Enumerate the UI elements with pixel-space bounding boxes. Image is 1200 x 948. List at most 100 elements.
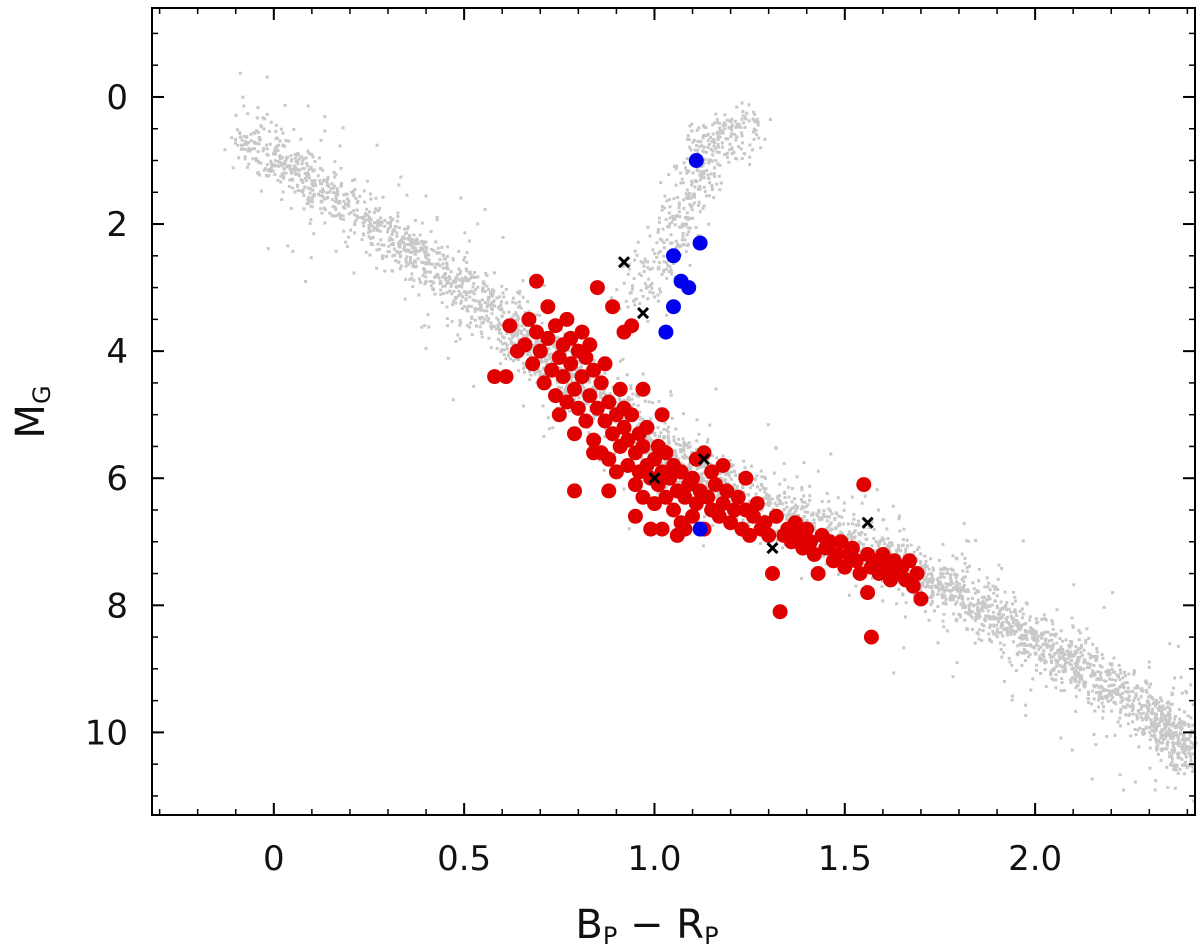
background-star	[352, 192, 356, 196]
background-star	[674, 245, 678, 249]
background-star	[961, 606, 965, 610]
background-star	[501, 342, 505, 346]
background-star	[1182, 735, 1186, 739]
background-star	[487, 288, 490, 291]
y-axis-label: MG	[8, 385, 56, 438]
background-star	[680, 461, 683, 465]
background-star	[635, 253, 639, 257]
background-star	[1166, 733, 1170, 737]
background-star	[962, 583, 966, 587]
background-star	[269, 159, 273, 163]
background-star	[500, 315, 504, 318]
background-star	[304, 176, 307, 180]
background-star	[265, 174, 269, 178]
background-star	[990, 603, 994, 607]
background-star	[411, 241, 415, 245]
background-star	[624, 299, 628, 303]
background-star	[1097, 705, 1101, 709]
background-star	[1036, 644, 1040, 648]
background-star	[1166, 718, 1170, 722]
background-star	[459, 292, 463, 296]
background-star	[423, 324, 427, 328]
background-star	[468, 295, 472, 299]
background-star	[1110, 667, 1114, 671]
red-star-point	[909, 566, 925, 581]
background-star	[1029, 626, 1033, 630]
background-star	[951, 598, 955, 602]
background-star	[518, 304, 522, 308]
background-star	[249, 132, 253, 136]
background-star	[379, 238, 383, 242]
background-star	[460, 299, 464, 303]
background-star	[701, 172, 705, 176]
background-star	[465, 260, 469, 264]
background-star	[1058, 663, 1062, 667]
background-star	[693, 195, 697, 199]
red-star-point	[787, 515, 803, 531]
background-star	[1124, 706, 1128, 709]
background-star	[1072, 670, 1076, 674]
background-star	[1059, 649, 1063, 652]
background-star	[1135, 713, 1139, 717]
background-star	[673, 449, 677, 453]
background-star	[1131, 712, 1135, 716]
background-star	[850, 535, 854, 539]
red-star-point	[765, 566, 780, 581]
background-star	[1051, 622, 1055, 626]
background-star	[465, 306, 469, 310]
background-star	[1102, 689, 1105, 693]
background-star	[1162, 747, 1166, 751]
background-star	[1168, 642, 1172, 646]
background-star	[806, 510, 810, 514]
background-star	[424, 256, 428, 260]
background-star	[545, 362, 549, 365]
background-star	[830, 527, 834, 531]
background-star	[1126, 722, 1130, 726]
background-star	[533, 372, 537, 376]
background-star	[1010, 617, 1014, 621]
background-star	[1094, 743, 1098, 747]
background-star	[256, 172, 260, 175]
background-star	[825, 515, 829, 518]
background-star	[1173, 676, 1177, 680]
background-star	[1089, 662, 1093, 666]
background-star	[995, 630, 999, 634]
background-star	[501, 291, 505, 295]
background-star	[377, 209, 380, 212]
background-star	[1082, 667, 1086, 671]
background-star	[547, 347, 551, 351]
background-star	[338, 213, 342, 217]
background-star	[668, 198, 671, 201]
background-star	[877, 544, 880, 548]
background-star	[925, 564, 929, 568]
background-star	[923, 565, 927, 569]
background-star	[1163, 707, 1167, 711]
background-star	[422, 246, 426, 250]
background-star	[1036, 620, 1040, 624]
background-star	[464, 277, 468, 281]
background-star	[459, 321, 463, 324]
background-star	[1088, 666, 1091, 669]
background-star	[1091, 669, 1095, 673]
background-star	[1045, 644, 1049, 648]
background-star	[283, 159, 287, 163]
background-star	[1180, 757, 1184, 761]
background-star	[1180, 726, 1184, 730]
red-star-point	[548, 318, 563, 334]
background-star	[333, 175, 337, 179]
background-star	[895, 602, 898, 606]
background-star	[265, 112, 269, 116]
background-star	[1148, 703, 1152, 707]
background-star	[755, 474, 759, 478]
background-star	[1147, 685, 1151, 689]
background-star	[1049, 648, 1053, 652]
background-star	[681, 449, 685, 453]
background-star	[895, 551, 899, 555]
background-star	[694, 226, 698, 230]
background-star	[1169, 703, 1172, 706]
background-star	[759, 482, 763, 486]
background-star	[399, 264, 403, 268]
background-star	[512, 296, 515, 300]
background-star	[1105, 695, 1109, 699]
background-star	[487, 317, 491, 321]
